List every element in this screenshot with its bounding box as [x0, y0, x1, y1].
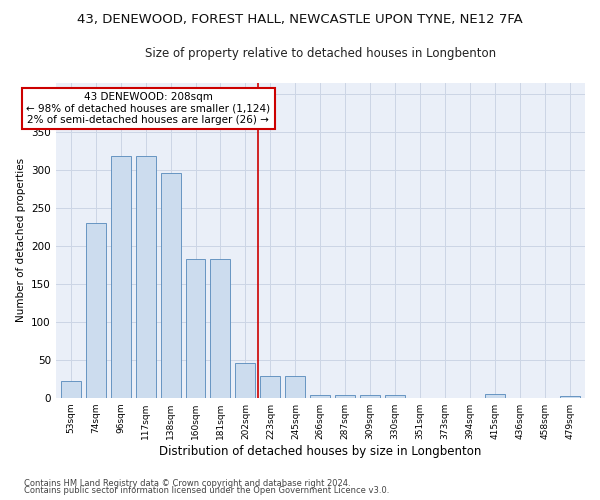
- Bar: [185, 260, 205, 398]
- Bar: [110, 156, 131, 398]
- Bar: [560, 396, 580, 398]
- Bar: [360, 394, 380, 398]
- Y-axis label: Number of detached properties: Number of detached properties: [16, 158, 26, 322]
- Bar: [260, 376, 280, 398]
- Title: Size of property relative to detached houses in Longbenton: Size of property relative to detached ho…: [145, 48, 496, 60]
- Bar: [235, 363, 256, 398]
- Bar: [86, 223, 106, 398]
- Bar: [286, 376, 305, 398]
- Bar: [335, 394, 355, 398]
- X-axis label: Distribution of detached houses by size in Longbenton: Distribution of detached houses by size …: [159, 444, 482, 458]
- Bar: [61, 381, 80, 398]
- Bar: [310, 394, 331, 398]
- Text: 43 DENEWOOD: 208sqm
← 98% of detached houses are smaller (1,124)
2% of semi-deta: 43 DENEWOOD: 208sqm ← 98% of detached ho…: [26, 92, 271, 125]
- Bar: [161, 173, 181, 398]
- Bar: [211, 260, 230, 398]
- Text: Contains HM Land Registry data © Crown copyright and database right 2024.: Contains HM Land Registry data © Crown c…: [24, 478, 350, 488]
- Bar: [385, 394, 405, 398]
- Text: Contains public sector information licensed under the Open Government Licence v3: Contains public sector information licen…: [24, 486, 389, 495]
- Bar: [136, 156, 155, 398]
- Bar: [485, 394, 505, 398]
- Text: 43, DENEWOOD, FOREST HALL, NEWCASTLE UPON TYNE, NE12 7FA: 43, DENEWOOD, FOREST HALL, NEWCASTLE UPO…: [77, 12, 523, 26]
